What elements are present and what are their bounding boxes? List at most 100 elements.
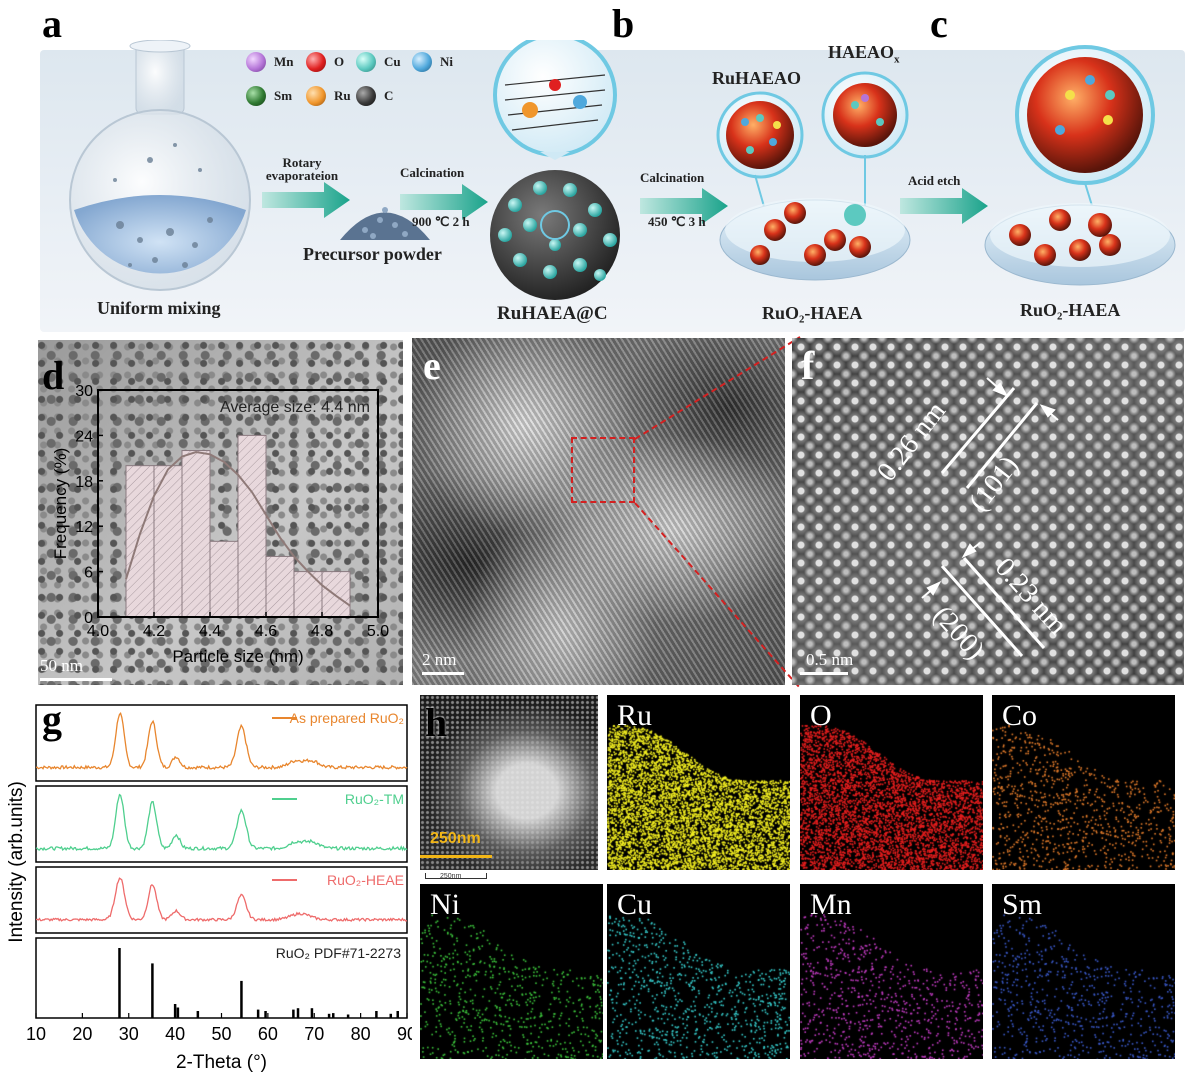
- d-spacing-1: 0.26 nm: [871, 396, 952, 488]
- lattice-annotations: 0.26 nm (101) 0.23 nm (200): [871, 377, 1074, 666]
- y-axis-label: Intensity (arb.units): [6, 781, 27, 943]
- arrow-3: [640, 188, 728, 224]
- x-tick-label: 4.6: [255, 623, 277, 640]
- x-tick-label: 20: [72, 1024, 92, 1044]
- plane-1: (101): [963, 450, 1025, 517]
- element-legend: Mn O Cu Ni Sm Ru C: [240, 50, 480, 110]
- x-tick-label: 50: [211, 1024, 231, 1044]
- zoom-box: [571, 437, 635, 503]
- ruhaea-c-particle: [490, 40, 620, 300]
- histogram-bar: [125, 465, 155, 618]
- scale-text-e: 2 nm: [422, 650, 457, 669]
- histogram-bar: [293, 571, 323, 618]
- eds-dots: [607, 695, 790, 870]
- eds-map-mn: Mn: [800, 884, 983, 1059]
- y-tick-label: 6: [84, 565, 93, 582]
- legend-label: Mn: [274, 54, 294, 69]
- legend-swatch: [356, 86, 376, 106]
- calcination-condition-2: 450 ℃ 3 h: [648, 214, 706, 229]
- xrd-subplot-frame: [35, 704, 408, 782]
- eds-label: Ru: [617, 699, 653, 732]
- eds-label: Cu: [617, 888, 653, 921]
- small-scale-bar: [425, 873, 487, 879]
- histogram-bar: [321, 571, 351, 618]
- x-tick-label: 5.0: [367, 623, 389, 640]
- legend-label: C: [384, 88, 394, 103]
- average-size-annotation: Average size: 4.4 nm: [220, 399, 370, 416]
- eds-dots: [992, 695, 1175, 870]
- y-tick-label: 30: [75, 383, 93, 400]
- panel-label-e: e: [423, 343, 441, 388]
- hrtem-image-e: [412, 338, 785, 685]
- precursor-label: Precursor powder: [303, 244, 442, 264]
- histogram-bar: [265, 555, 295, 618]
- acid-etch-label: Acid etch: [908, 173, 961, 188]
- legend-sm: Sm: [246, 86, 292, 106]
- legend-swatch: [412, 52, 432, 72]
- plot-frame: [97, 389, 379, 618]
- haadf-image: [420, 695, 598, 870]
- legend-o: O: [306, 52, 344, 72]
- y-tick-label: 12: [75, 519, 93, 536]
- legend-swatch: [246, 52, 266, 72]
- calcination-condition-1: 900 ℃ 2 h: [412, 214, 470, 229]
- x-tick-label: 10: [26, 1024, 46, 1044]
- legend-label: RuO₂-HEAE: [327, 872, 404, 888]
- legend-ni: Ni: [412, 52, 453, 72]
- x-axis-label: Particle size (nm): [172, 647, 303, 666]
- histogram-bar: [181, 450, 211, 618]
- ruo2-haea-label-c: RuO₂-HAEA: [1020, 300, 1121, 320]
- scale-text-d: 50 nm: [40, 656, 83, 675]
- legend-label: As prepared RuO₂: [290, 710, 404, 726]
- y-tick-label: 18: [75, 474, 93, 491]
- eds-map-o: O: [800, 695, 983, 870]
- round-bottom-flask: [69, 40, 251, 291]
- particle-size-histogram: 4.0 4.2 4.4 4.6 4.8 5.0 0 6 12 18 24 30 Particle siz…: [51, 383, 389, 666]
- haadf-scale-text: 250nm: [430, 830, 481, 847]
- rotary-label: Rotary evaporateion: [265, 155, 339, 183]
- hrtem-image-f: [792, 338, 1184, 685]
- haadf-scale-bar: [420, 855, 492, 858]
- zoom-lines: [634, 336, 801, 689]
- gaussian-fit-curve: [125, 451, 351, 607]
- panel-label-a: a: [42, 1, 62, 46]
- legend-label: Ni: [440, 54, 453, 69]
- legend-label: Ru: [334, 88, 351, 103]
- xrd-series-line: [35, 793, 408, 852]
- d-spacing-2: 0.23 nm: [989, 552, 1074, 641]
- x-tick-label: 40: [165, 1024, 185, 1044]
- precursor-powder-pile: [340, 207, 430, 240]
- x-tick-label: 70: [304, 1024, 324, 1044]
- legend-cu: Cu: [356, 52, 401, 72]
- arrow-1: [262, 182, 350, 218]
- histogram-bar: [209, 540, 239, 618]
- eds-map-ni: Ni: [420, 884, 603, 1059]
- y-tick-label: 24: [75, 428, 93, 445]
- x-tick-label: 4.2: [143, 623, 165, 640]
- small-scale-text: 250nm: [440, 873, 462, 880]
- scale-bar-f: [800, 672, 848, 675]
- x-tick-label: 60: [258, 1024, 278, 1044]
- ruo2-haea-dish-c: [984, 45, 1176, 286]
- xrd-series-line: [35, 877, 408, 923]
- eds-map-co: Co: [992, 695, 1175, 870]
- scale-bar-d: [40, 678, 112, 681]
- eds-label: Sm: [1002, 888, 1043, 921]
- arrow-4: [900, 188, 988, 224]
- calcination-label-1: Calcination: [400, 165, 465, 180]
- eds-label: Ni: [430, 888, 460, 921]
- xrd-subplot-frame: [35, 785, 408, 863]
- histogram-bar: [237, 434, 267, 618]
- panel-label-g: g: [42, 697, 62, 742]
- x-tick-label: 80: [351, 1024, 371, 1044]
- legend-swatch: [306, 86, 326, 106]
- scale-bar-e: [422, 672, 464, 675]
- legend-label: RuO₂-TM: [345, 791, 404, 807]
- eds-dots: [607, 884, 790, 1059]
- x-axis-label: 2-Theta (°): [176, 1052, 267, 1073]
- ruo2-haea-label-b: RuO₂-HAEA: [762, 303, 863, 323]
- xrd-subplot-frame: [35, 866, 408, 934]
- reference-label: RuO₂ PDF#71-2273: [276, 945, 401, 961]
- eds-label: Co: [1002, 699, 1038, 732]
- legend-mn: Mn: [246, 52, 294, 72]
